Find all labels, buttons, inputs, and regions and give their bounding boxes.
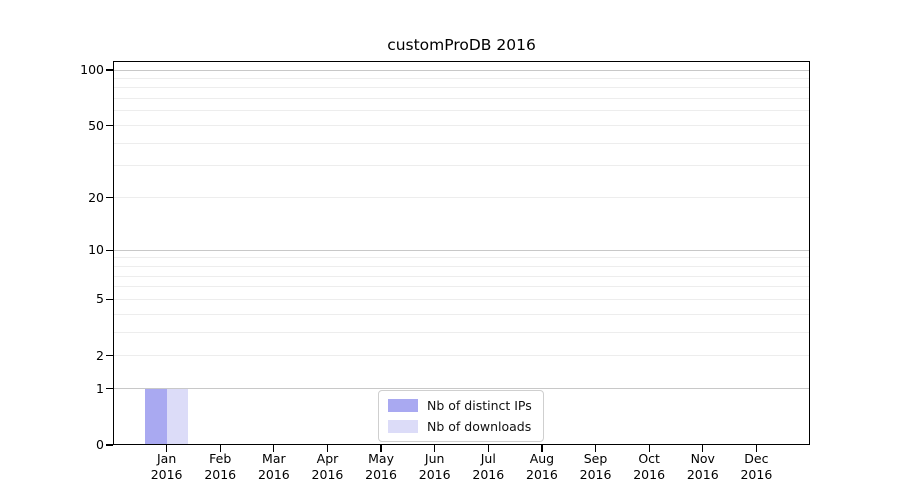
chart-title: customProDB 2016 <box>387 36 536 54</box>
x-tick-month: Feb <box>209 451 232 466</box>
y-gridline <box>113 142 810 144</box>
y-axis-tick-label: 0 <box>96 437 104 452</box>
bar-nb-of-distinct-ips <box>145 388 167 445</box>
x-axis-tick <box>755 445 758 452</box>
x-tick-month: Nov <box>690 451 715 466</box>
x-axis-tick-label: Dec 2016 <box>724 451 788 483</box>
y-gridline <box>113 331 810 333</box>
x-axis-tick <box>219 445 221 452</box>
y-gridline <box>113 69 810 71</box>
x-tick-month: Mar <box>262 451 286 466</box>
x-axis-tick-label: Nov 2016 <box>671 451 735 483</box>
y-axis-tick <box>106 355 113 357</box>
legend-entry: Nb of downloads <box>388 419 532 434</box>
y-axis-tick-label: 100 <box>80 62 104 77</box>
x-axis-tick <box>541 445 543 452</box>
x-axis-tick <box>702 445 704 452</box>
x-tick-year: 2016 <box>150 467 183 482</box>
y-gridline <box>113 197 810 199</box>
legend: Nb of distinct IPs Nb of downloads <box>378 390 544 442</box>
y-gridline <box>113 110 810 112</box>
x-tick-month: Oct <box>638 451 660 466</box>
x-tick-month: Apr <box>316 451 339 466</box>
x-axis-tick-label: May 2016 <box>349 451 413 483</box>
x-tick-year: 2016 <box>526 467 558 482</box>
y-gridline <box>113 87 810 89</box>
x-tick-year: 2016 <box>311 467 344 482</box>
legend-swatch <box>388 420 418 433</box>
legend-entry: Nb of distinct IPs <box>388 398 532 413</box>
y-gridline <box>113 275 810 277</box>
bar-nb-of-downloads <box>166 388 189 445</box>
x-tick-year: 2016 <box>257 467 290 482</box>
x-tick-month: Aug <box>529 451 555 466</box>
x-tick-month: May <box>368 451 394 466</box>
y-axis-tick <box>106 298 113 301</box>
legend-label: Nb of downloads <box>427 419 532 434</box>
x-tick-month: Jan <box>156 451 177 466</box>
y-gridline <box>113 77 810 79</box>
x-axis-tick-label: Aug 2016 <box>510 451 574 483</box>
y-gridline <box>113 165 810 167</box>
y-gridline <box>113 286 810 288</box>
y-axis-tick-label: 2 <box>96 347 104 363</box>
x-axis-tick <box>648 445 650 452</box>
x-tick-year: 2016 <box>418 467 451 482</box>
y-gridline <box>113 388 810 390</box>
y-axis-tick <box>106 69 113 71</box>
x-tick-year: 2016 <box>686 467 719 482</box>
x-axis-tick-label: Oct 2016 <box>617 451 681 483</box>
x-tick-month: Sep <box>583 451 608 466</box>
y-axis-tick <box>106 249 113 251</box>
x-tick-year: 2016 <box>633 467 666 482</box>
y-axis-tick <box>106 444 113 446</box>
x-axis-tick <box>326 445 329 452</box>
x-tick-month: Jul <box>480 451 496 466</box>
y-gridline <box>113 125 810 127</box>
x-axis-tick <box>165 445 168 452</box>
x-tick-month: Dec <box>744 451 769 466</box>
y-gridline <box>113 355 810 357</box>
y-gridline <box>113 298 810 300</box>
y-axis-tick-label: 5 <box>96 291 104 307</box>
y-axis-tick <box>106 196 113 199</box>
y-axis-tick-label: 20 <box>88 189 104 205</box>
y-axis-tick <box>106 388 113 390</box>
x-axis-tick-label: Sep 2016 <box>564 451 628 483</box>
y-gridline <box>113 98 810 100</box>
x-axis-tick <box>434 445 436 452</box>
y-axis-tick-label: 50 <box>88 117 104 133</box>
x-axis-tick-label: Apr 2016 <box>295 451 359 483</box>
x-axis-tick <box>380 445 382 452</box>
y-gridline <box>113 257 810 259</box>
x-axis-tick-label: Jun 2016 <box>403 451 467 483</box>
y-gridline <box>113 265 810 267</box>
y-axis-tick <box>106 124 113 127</box>
x-tick-year: 2016 <box>740 467 773 482</box>
x-tick-year: 2016 <box>365 467 397 482</box>
x-axis-tick-label: Feb 2016 <box>188 451 252 483</box>
plot-area <box>113 61 810 445</box>
x-axis-tick-label: Mar 2016 <box>242 451 306 483</box>
x-tick-year: 2016 <box>579 467 612 482</box>
y-gridline <box>113 313 810 315</box>
x-axis-tick <box>487 445 489 452</box>
x-tick-year: 2016 <box>472 467 505 482</box>
y-gridline <box>113 249 810 251</box>
x-tick-month: Jun <box>424 451 445 466</box>
y-axis-tick-label: 1 <box>96 380 104 396</box>
y-axis-tick-label: 10 <box>88 242 104 258</box>
x-axis-tick-label: Jul 2016 <box>456 451 520 483</box>
legend-label: Nb of distinct IPs <box>427 398 532 413</box>
legend-swatch <box>388 399 418 412</box>
x-tick-year: 2016 <box>204 467 237 482</box>
x-axis-tick <box>273 445 275 452</box>
x-axis-tick-label: Jan 2016 <box>135 451 199 483</box>
x-axis-tick <box>594 445 597 452</box>
